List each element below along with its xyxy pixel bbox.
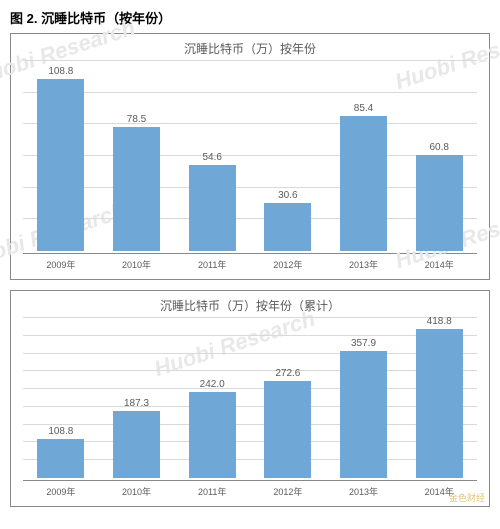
bar-wrap: 108.8 [23, 66, 99, 251]
x-axis: 2009年2010年2011年2012年2013年2014年 [23, 253, 477, 271]
bar [189, 165, 236, 251]
bar [37, 439, 84, 478]
x-axis-label: 2010年 [99, 485, 175, 498]
bar-wrap: 54.6 [174, 152, 250, 251]
bar-wrap: 242.0 [174, 379, 250, 478]
bar [37, 79, 84, 251]
bar-value-label: 78.5 [127, 114, 146, 125]
x-axis: 2009年2010年2011年2012年2013年2014年 [23, 480, 477, 498]
bar [416, 329, 463, 478]
bar-value-label: 60.8 [429, 142, 448, 153]
bar-value-label: 418.8 [427, 316, 452, 327]
bar [264, 203, 311, 251]
bar-wrap: 108.8 [23, 426, 99, 478]
bar [113, 411, 160, 478]
bar [340, 351, 387, 478]
bar-wrap: 30.6 [250, 190, 326, 251]
yearly-chart: Huobi Research Huobi Research Huobi Rese… [10, 33, 490, 280]
cumulative-chart: Huobi Research 沉睡比特币（万）按年份（累计） 108.8187.… [10, 290, 490, 507]
plot-area: 108.8 78.5 54.6 30.6 85.4 60.8 [23, 61, 477, 251]
chart-title: 沉睡比特币（万）按年份（累计） [11, 291, 489, 318]
x-axis-label: 2012年 [250, 485, 326, 498]
x-axis-label: 2011年 [174, 485, 250, 498]
bar [264, 381, 311, 478]
x-axis-label: 2013年 [326, 485, 402, 498]
bar-value-label: 108.8 [48, 66, 73, 77]
plot-area: 108.8 187.3 242.0 272.6 357.9 418.8 [23, 318, 477, 478]
bar [416, 155, 463, 251]
bar-wrap: 60.8 [401, 142, 477, 251]
bar [340, 116, 387, 251]
bar-wrap: 418.8 [401, 316, 477, 478]
bar-value-label: 187.3 [124, 398, 149, 409]
x-axis-label: 2009年 [23, 258, 99, 271]
bar-wrap: 272.6 [250, 368, 326, 478]
x-axis-label: 2011年 [174, 258, 250, 271]
x-axis-label: 2014年 [401, 485, 477, 498]
bar-value-label: 272.6 [275, 368, 300, 379]
chart-title: 沉睡比特币（万）按年份 [11, 34, 489, 61]
bar [189, 392, 236, 478]
x-axis-label: 2013年 [326, 258, 402, 271]
bar-value-label: 54.6 [202, 152, 221, 163]
x-axis-label: 2009年 [23, 485, 99, 498]
x-axis-label: 2012年 [250, 258, 326, 271]
x-axis-label: 2010年 [99, 258, 175, 271]
bar-value-label: 242.0 [200, 379, 225, 390]
bars-group: 108.8 187.3 242.0 272.6 357.9 418.8 [23, 318, 477, 478]
bar-wrap: 85.4 [326, 103, 402, 251]
page-title: 图 2. 沉睡比特币（按年份） [0, 0, 500, 33]
x-axis-label: 2014年 [401, 258, 477, 271]
bar [113, 127, 160, 251]
bar-value-label: 108.8 [48, 426, 73, 437]
bar-wrap: 187.3 [99, 398, 175, 478]
bar-wrap: 78.5 [99, 114, 175, 251]
bar-value-label: 357.9 [351, 338, 376, 349]
bar-value-label: 30.6 [278, 190, 297, 201]
bar-wrap: 357.9 [326, 338, 402, 478]
bars-group: 108.8 78.5 54.6 30.6 85.4 60.8 [23, 61, 477, 251]
bar-value-label: 85.4 [354, 103, 373, 114]
